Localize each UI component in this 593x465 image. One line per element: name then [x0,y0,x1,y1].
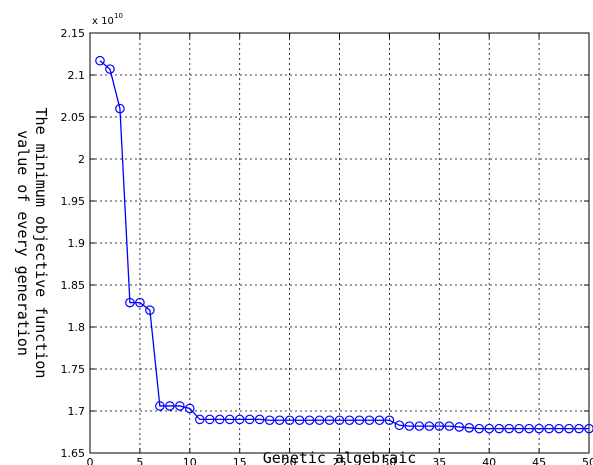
x-tick-label: 30 [382,456,396,465]
data-point [274,415,285,426]
x-tick-label: 15 [233,456,247,465]
data-point [125,297,135,308]
data-point [574,423,584,434]
data-point [374,415,385,426]
y-tick-label: 1.85 [61,279,86,292]
data-point [284,415,295,426]
data-point [145,305,155,315]
data-point [314,415,325,426]
data-point [454,422,465,432]
y-tick-label: 1.75 [61,363,86,376]
data-point [544,423,554,434]
data-point [294,415,305,426]
data-point [135,297,145,308]
x-tick-label: 10 [183,456,197,465]
data-point [185,403,195,414]
data-point [264,415,275,426]
data-point [344,415,355,426]
x-tick-label: 40 [482,456,496,465]
data-point [115,103,125,114]
data-point [234,414,245,425]
data-point [524,423,534,434]
data-point [484,423,494,434]
y-tick-label: 1.95 [61,195,86,208]
data-point [354,415,365,426]
y-tick-label: 1.65 [61,447,86,460]
tick-layer: 0 5 10 15 20 25 30 35 40 45 50 1.65 1.7 1.75 1.8 1.85 1.… [61,27,593,465]
data-point [404,421,415,431]
data-point [194,414,205,425]
y-tick-label: 2.05 [61,111,86,124]
data-point [155,401,165,411]
data-point [444,421,455,431]
y-tick-label: 1.8 [68,321,86,334]
x-tick-label: 20 [283,456,297,465]
data-point [304,415,315,426]
data-point [175,401,185,411]
series-line [99,60,589,430]
data-point [244,414,255,425]
data-point [434,421,445,431]
y-multiplier-exponent: 10 [114,12,123,20]
y-tick-label: 2.15 [61,27,86,40]
x-tick-label: 35 [432,456,446,465]
data-point [334,415,345,426]
y-tick-label: 1.9 [68,237,86,250]
data-point [105,64,115,74]
y-axis-label-line-2: value of every generation [14,130,32,356]
data-point [364,415,375,426]
x-tick-label: 25 [333,456,347,465]
data-point [214,414,225,425]
data-point [165,401,175,411]
x-axis-label: Genetic algebraic [263,449,417,465]
data-point [414,421,425,431]
y-tick-label: 1.7 [68,405,86,418]
data-point [504,423,514,434]
data-point [514,423,524,434]
data-point [494,423,504,434]
data-point [554,423,564,434]
data-point [324,415,335,426]
grid-layer [90,33,589,453]
x-tick-label: 0 [87,456,94,465]
series-layer [95,55,593,434]
y-axis-label-line-1: The minimum objective function [32,108,50,379]
x-tick-label: 50 [582,456,593,465]
data-point [224,414,235,425]
data-point [204,414,215,425]
data-point [474,423,485,434]
data-point [394,420,405,431]
y-tick-label: 2 [78,153,85,166]
data-point [464,422,475,433]
x-tick-label: 5 [136,456,143,465]
data-point [384,415,395,426]
y-multiplier-base: x 10 [92,16,114,27]
x-tick-label: 45 [532,456,546,465]
data-point [564,423,574,434]
data-point [534,423,544,434]
data-point [584,423,593,434]
data-point [254,414,265,425]
y-tick-label: 2.1 [68,69,86,82]
data-point [95,55,105,66]
data-point [424,421,435,431]
